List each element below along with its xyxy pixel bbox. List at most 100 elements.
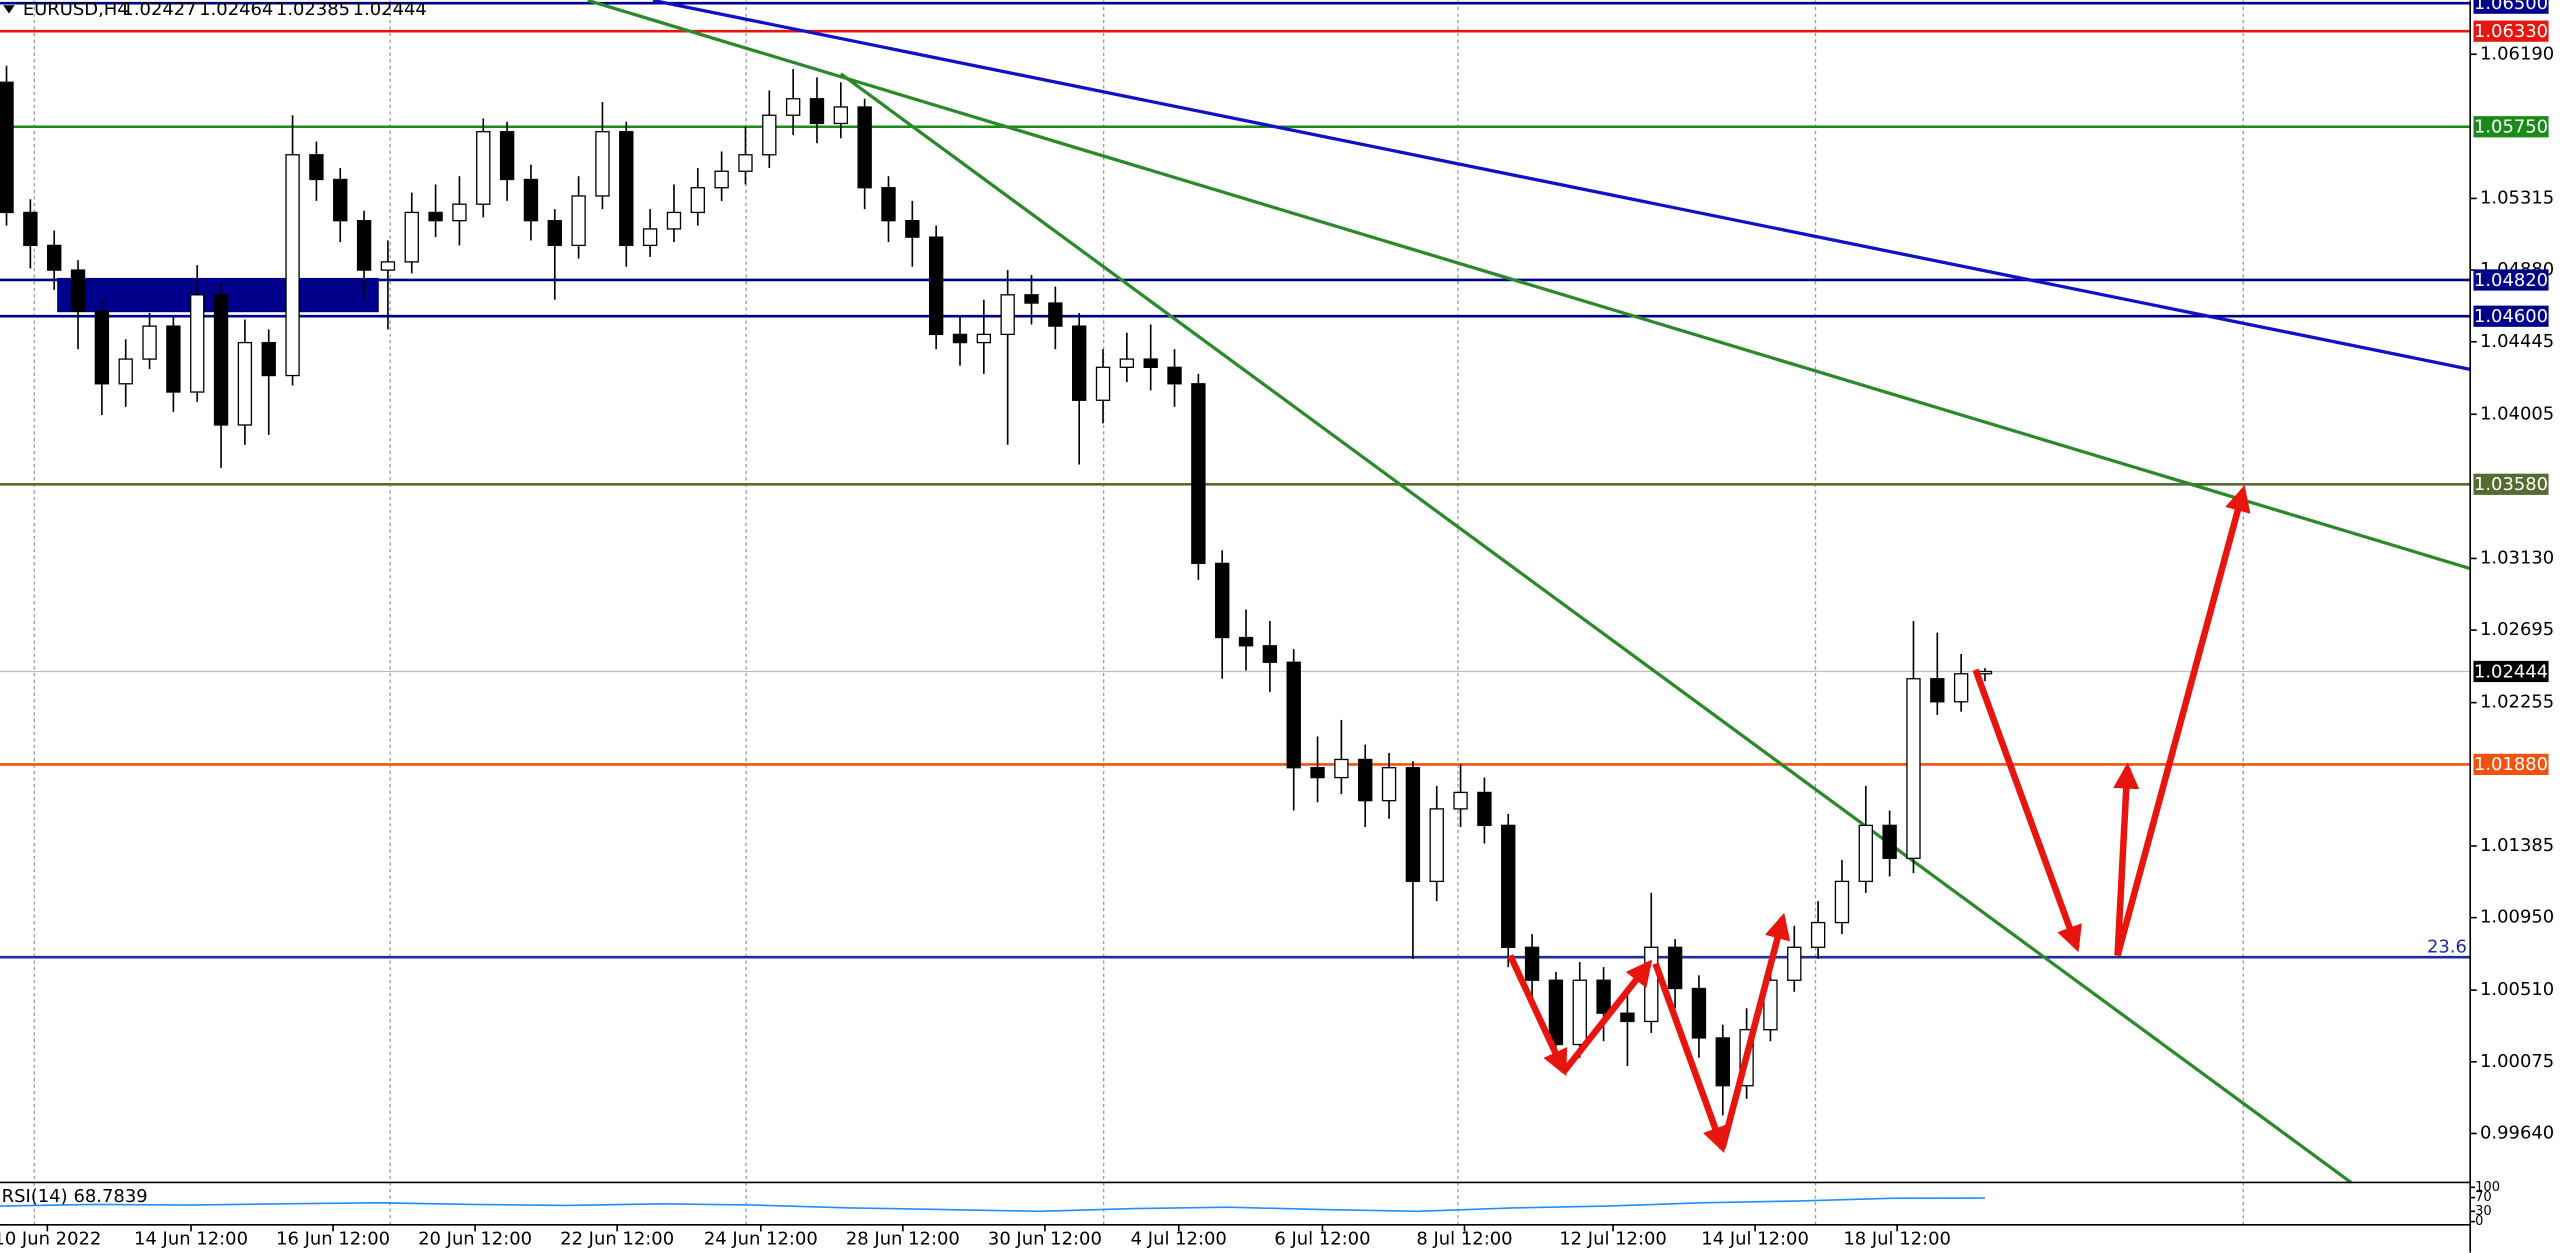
candle-body xyxy=(309,154,324,181)
last-price-label: 1.02444 xyxy=(2474,661,2548,682)
candle-body xyxy=(166,325,181,393)
level-label: 1.06500 xyxy=(2474,0,2548,14)
x-tick-label: 14 Jun 12:00 xyxy=(134,1229,248,1250)
x-tick-label: 30 Jun 12:00 xyxy=(988,1229,1102,1250)
candle-body xyxy=(94,310,110,385)
y-tick-label: 0.99640 xyxy=(2480,1122,2554,1143)
candle-body xyxy=(285,154,300,377)
candle-body xyxy=(452,203,467,222)
candle-body xyxy=(1620,1012,1635,1023)
candle-body xyxy=(1405,767,1421,883)
candle-body xyxy=(547,220,562,247)
y-tick-label: 1.06190 xyxy=(2480,43,2554,64)
candle-body xyxy=(1882,824,1897,859)
level-label-box xyxy=(2473,116,2549,138)
candles xyxy=(0,65,1993,1116)
candle-body xyxy=(1024,294,1039,304)
rsi-line xyxy=(0,1197,1985,1213)
y-tick-label: 1.03130 xyxy=(2480,547,2554,568)
candle-body xyxy=(261,341,276,377)
candle-body xyxy=(1906,678,1921,859)
rsi-tick-label: 70 xyxy=(2475,1190,2492,1205)
x-tick-label: 12 Jul 12:00 xyxy=(1559,1229,1667,1250)
candle-body xyxy=(1596,979,1611,1014)
candle-body xyxy=(1572,979,1587,1046)
x-tick-label: 22 Jun 12:00 xyxy=(560,1229,674,1250)
candle-body xyxy=(1691,987,1707,1039)
level-label-box xyxy=(2473,20,2549,42)
level-label-box xyxy=(2473,0,2549,14)
candle-body xyxy=(333,178,348,222)
candle-body xyxy=(905,220,920,238)
arrow xyxy=(1652,962,1728,1154)
candle-body xyxy=(1763,979,1778,1031)
symbol: EURUSD,H4 xyxy=(23,0,129,20)
arrow xyxy=(1972,668,2082,953)
level-label-box xyxy=(2473,473,2549,495)
x-tick-label: 8 Jul 12:00 xyxy=(1416,1229,1512,1250)
candle-body xyxy=(1644,946,1659,1023)
candle-body xyxy=(1548,979,1564,1046)
candle-body xyxy=(1667,946,1683,990)
candle-body xyxy=(1787,946,1802,981)
level-label: 1.06330 xyxy=(2474,21,2548,42)
y-tick-label: 1.04445 xyxy=(2480,331,2554,352)
candle-body xyxy=(1930,678,1945,703)
x-tick-label: 10 Jun 2022 xyxy=(0,1229,101,1250)
level-label: 1.04820 xyxy=(2474,270,2548,291)
candle-body xyxy=(404,211,419,263)
candle-body xyxy=(380,261,396,271)
candle-body xyxy=(1810,921,1826,948)
candle-body xyxy=(1977,670,1993,675)
y-tick-label: 1.04005 xyxy=(2480,403,2554,424)
candle-body xyxy=(118,358,133,385)
arrow xyxy=(1719,912,1791,1149)
last-price-box xyxy=(2473,660,2549,683)
candle-body xyxy=(666,211,682,230)
rsi-label: RSI(14) xyxy=(2,1186,68,1207)
candle-body xyxy=(571,195,586,247)
level-label: 1.01880 xyxy=(2474,754,2548,775)
y-tick-label: 1.01385 xyxy=(2480,835,2554,856)
rsi-tick-label: 0 xyxy=(2475,1214,2483,1229)
candle-body xyxy=(595,131,610,197)
candle-body xyxy=(809,98,825,125)
candle-body xyxy=(762,114,777,156)
y-tick-label: 1.05315 xyxy=(2480,187,2554,208)
candle-body xyxy=(1167,366,1182,385)
trendline xyxy=(587,0,2471,571)
candle-body xyxy=(47,244,62,271)
arrow xyxy=(2114,485,2251,957)
candle-body xyxy=(1072,325,1087,401)
candle-body xyxy=(190,294,205,393)
candle-body xyxy=(1453,791,1468,810)
candle-body xyxy=(619,131,634,247)
x-tick-label: 20 Jun 12:00 xyxy=(418,1229,532,1250)
candle-body xyxy=(1334,758,1349,779)
arrow xyxy=(1507,954,1568,1077)
candle-body xyxy=(881,187,896,222)
y-tick-label: 1.02695 xyxy=(2480,619,2554,640)
candle-body xyxy=(714,170,729,189)
candle-body xyxy=(928,236,944,336)
candle-body xyxy=(1143,358,1158,368)
rsi-tick-label: 100 xyxy=(2475,1180,2500,1195)
x-tick-label: 24 Jun 12:00 xyxy=(704,1229,818,1250)
candle-body xyxy=(23,211,38,247)
candle-body xyxy=(857,106,872,189)
candle-body xyxy=(1119,358,1135,368)
rsi-value: 68.7839 xyxy=(73,1186,147,1207)
x-tick-label: 18 Jul 12:00 xyxy=(1843,1229,1951,1250)
arrow xyxy=(2113,762,2140,956)
level-label-box xyxy=(2473,305,2549,327)
x-tick-label: 28 Jun 12:00 xyxy=(846,1229,960,1250)
candle-body xyxy=(0,81,14,214)
candle-body xyxy=(976,333,992,344)
arrow xyxy=(1561,959,1653,1074)
y-tick-label: 1.00510 xyxy=(2480,979,2554,1000)
candle-body xyxy=(142,325,157,360)
